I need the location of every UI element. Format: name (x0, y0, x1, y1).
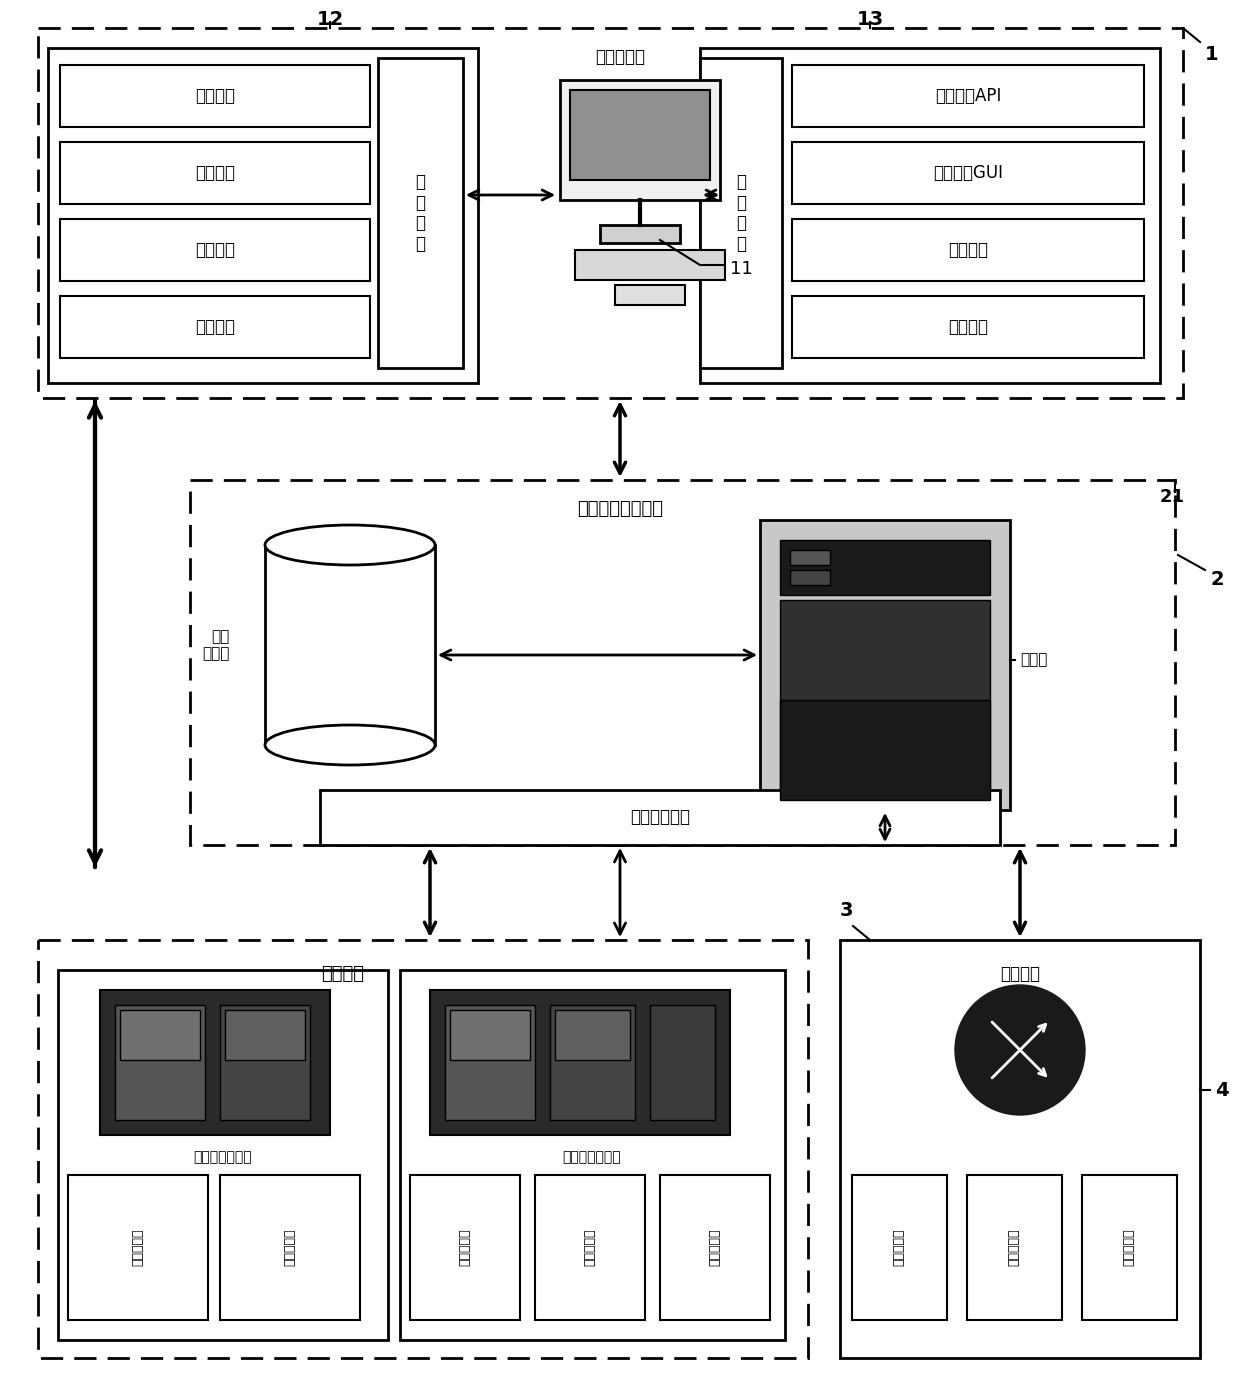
Bar (68, 1175, 208, 1321)
Text: 测试环境: 测试环境 (321, 965, 365, 983)
Bar (219, 1005, 310, 1120)
Bar (792, 66, 1145, 127)
Ellipse shape (265, 725, 435, 765)
Bar (534, 1175, 645, 1321)
Bar (60, 142, 370, 204)
Text: 13: 13 (857, 10, 884, 29)
Text: 用例加载: 用例加载 (195, 87, 236, 105)
Bar (780, 699, 990, 800)
Bar (219, 1175, 360, 1321)
Bar (58, 970, 388, 1340)
Text: 客户端主机: 客户端主机 (595, 47, 645, 66)
Bar (38, 28, 1183, 398)
Bar (852, 1175, 947, 1321)
Text: 故障模式层: 故障模式层 (459, 1228, 471, 1266)
Text: 网络系统分析仳: 网络系统分析仳 (193, 1150, 252, 1164)
Bar (650, 1005, 715, 1120)
Text: 网络设备管理系统: 网络设备管理系统 (577, 500, 663, 518)
Bar (780, 600, 990, 790)
Bar (115, 1005, 205, 1120)
Bar (60, 296, 370, 357)
Text: 驱
动
平
台: 驱 动 平 台 (737, 173, 746, 253)
Text: 1: 1 (1205, 45, 1219, 64)
Ellipse shape (265, 525, 435, 565)
Bar (60, 66, 370, 127)
Text: 管
理
平
台: 管 理 平 台 (415, 173, 425, 253)
Text: 测试设备GUI: 测试设备GUI (932, 163, 1003, 181)
Text: 码号识别层: 码号识别层 (131, 1228, 145, 1266)
Bar (570, 89, 711, 180)
Bar (100, 990, 330, 1135)
Text: 资源
数据库: 资源 数据库 (202, 628, 229, 662)
Text: 测试套件: 测试套件 (949, 242, 988, 260)
Text: 用例调度: 用例调度 (195, 163, 236, 181)
Bar (445, 1005, 534, 1120)
Bar (790, 570, 830, 585)
Bar (190, 480, 1176, 845)
Text: 网络据障仿真仳: 网络据障仿真仳 (563, 1150, 621, 1164)
Text: 故障分析层: 故障分析层 (584, 1228, 596, 1266)
Bar (615, 285, 684, 304)
Bar (224, 1009, 305, 1060)
Text: 服务器: 服务器 (1021, 652, 1048, 667)
Bar (120, 1009, 200, 1060)
Bar (792, 142, 1145, 204)
Bar (839, 940, 1200, 1358)
Bar (760, 519, 1011, 810)
Bar (60, 219, 370, 281)
Text: 第三方库: 第三方库 (949, 318, 988, 336)
Bar (556, 1009, 630, 1060)
Bar (265, 544, 435, 745)
Bar (450, 1009, 529, 1060)
Bar (701, 59, 782, 369)
Text: 4: 4 (1215, 1081, 1229, 1100)
Bar (790, 550, 830, 565)
Bar (780, 540, 990, 595)
Bar (551, 1005, 635, 1120)
Bar (430, 990, 730, 1135)
Bar (38, 940, 808, 1358)
Text: 物理层交换机: 物理层交换机 (630, 808, 689, 826)
Bar (560, 80, 720, 200)
Text: 分析策略层: 分析策略层 (708, 1228, 722, 1266)
Text: 测试设备API: 测试设备API (935, 87, 1001, 105)
Text: 协议测试层: 协议测试层 (1007, 1228, 1021, 1266)
Text: 交换功能层: 交换功能层 (893, 1228, 905, 1266)
Bar (265, 544, 435, 549)
Text: 被测设备: 被测设备 (999, 965, 1040, 983)
Bar (320, 790, 999, 845)
Bar (792, 296, 1145, 357)
Text: 12: 12 (316, 10, 343, 29)
Text: 性能测试层: 性能测试层 (1122, 1228, 1136, 1266)
Bar (792, 219, 1145, 281)
Bar (1083, 1175, 1177, 1321)
Text: 报告生成: 报告生成 (195, 318, 236, 336)
Text: 11: 11 (730, 260, 753, 278)
Text: 3: 3 (839, 900, 853, 920)
Bar (967, 1175, 1061, 1321)
Bar (600, 225, 680, 243)
Bar (660, 1175, 770, 1321)
Bar (48, 47, 477, 383)
Bar (378, 59, 463, 369)
Text: 数据识别层: 数据识别层 (284, 1228, 296, 1266)
Bar (575, 250, 725, 281)
Circle shape (955, 986, 1085, 1115)
Bar (401, 970, 785, 1340)
Bar (701, 47, 1159, 383)
Text: 2: 2 (1210, 570, 1224, 589)
Text: 日志反馈: 日志反馈 (195, 242, 236, 260)
Bar (410, 1175, 520, 1321)
Text: 21: 21 (1159, 489, 1185, 505)
